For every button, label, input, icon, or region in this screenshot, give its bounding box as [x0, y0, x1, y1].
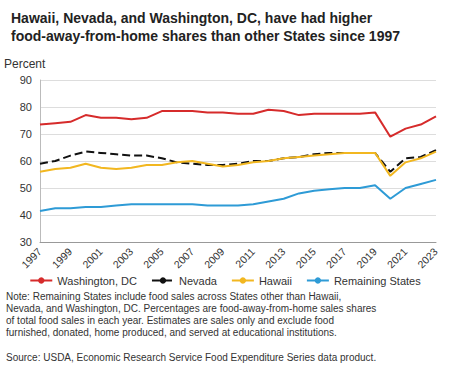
svg-text:2005: 2005 [141, 246, 165, 270]
svg-text:of total food sales in each ye: of total food sales in each year. Estima… [6, 315, 337, 326]
svg-text:30: 30 [20, 236, 32, 248]
svg-text:90: 90 [20, 74, 32, 86]
svg-text:60: 60 [20, 155, 32, 167]
svg-text:2017: 2017 [324, 246, 348, 270]
svg-text:2007: 2007 [172, 246, 196, 270]
svg-text:Nevada: Nevada [179, 275, 218, 287]
svg-text:2001: 2001 [81, 246, 105, 270]
svg-text:Source: USDA, Economic Researc: Source: USDA, Economic Research Service … [6, 352, 376, 363]
svg-text:1997: 1997 [20, 246, 44, 270]
svg-text:Washington, DC: Washington, DC [57, 275, 137, 287]
svg-text:70: 70 [20, 128, 32, 140]
svg-text:Remaining States: Remaining States [334, 275, 421, 287]
svg-text:food-away-from-home shares tha: food-away-from-home shares than other St… [11, 28, 400, 44]
svg-text:Hawaii: Hawaii [259, 275, 292, 287]
svg-text:Percent: Percent [4, 57, 46, 71]
svg-text:Hawaii, Nevada, and Washington: Hawaii, Nevada, and Washington, DC, have… [11, 10, 376, 26]
svg-text:2021: 2021 [385, 246, 409, 270]
svg-text:40: 40 [20, 209, 32, 221]
svg-text:Nevada, and Washington, DC. Pe: Nevada, and Washington, DC. Percentages … [6, 303, 379, 314]
svg-text:2023: 2023 [416, 246, 440, 270]
svg-text:Note: Remaining States include: Note: Remaining States include food sale… [6, 291, 344, 302]
svg-text:2011: 2011 [233, 246, 257, 270]
svg-text:2003: 2003 [111, 246, 135, 270]
svg-text:2009: 2009 [202, 246, 226, 270]
svg-text:2019: 2019 [355, 246, 379, 270]
svg-text:2013: 2013 [263, 246, 287, 270]
svg-text:furnished, donated, home produ: furnished, donated, home produced, and s… [6, 327, 337, 338]
svg-text:1999: 1999 [50, 246, 74, 270]
svg-text:2015: 2015 [294, 246, 318, 270]
svg-text:50: 50 [20, 182, 32, 194]
svg-text:80: 80 [20, 101, 32, 113]
